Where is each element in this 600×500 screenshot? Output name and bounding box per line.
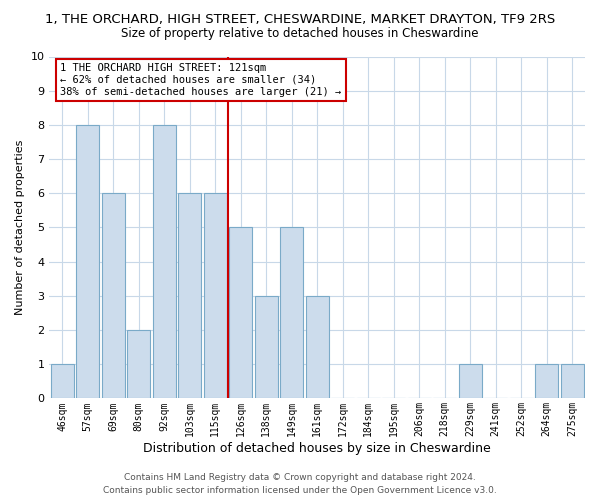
Y-axis label: Number of detached properties: Number of detached properties bbox=[15, 140, 25, 315]
Bar bbox=[306, 296, 329, 398]
Bar bbox=[204, 194, 227, 398]
Bar bbox=[280, 228, 303, 398]
Text: Size of property relative to detached houses in Cheswardine: Size of property relative to detached ho… bbox=[121, 28, 479, 40]
Bar bbox=[561, 364, 584, 398]
Bar bbox=[127, 330, 150, 398]
Bar bbox=[255, 296, 278, 398]
Bar bbox=[229, 228, 252, 398]
Bar bbox=[101, 194, 125, 398]
Bar bbox=[153, 125, 176, 398]
Bar bbox=[459, 364, 482, 398]
Bar bbox=[50, 364, 74, 398]
Bar bbox=[76, 125, 99, 398]
Text: 1, THE ORCHARD, HIGH STREET, CHESWARDINE, MARKET DRAYTON, TF9 2RS: 1, THE ORCHARD, HIGH STREET, CHESWARDINE… bbox=[45, 12, 555, 26]
Text: Contains HM Land Registry data © Crown copyright and database right 2024.
Contai: Contains HM Land Registry data © Crown c… bbox=[103, 474, 497, 495]
Bar bbox=[535, 364, 558, 398]
X-axis label: Distribution of detached houses by size in Cheswardine: Distribution of detached houses by size … bbox=[143, 442, 491, 455]
Bar bbox=[178, 194, 201, 398]
Text: 1 THE ORCHARD HIGH STREET: 121sqm
← 62% of detached houses are smaller (34)
38% : 1 THE ORCHARD HIGH STREET: 121sqm ← 62% … bbox=[60, 64, 341, 96]
